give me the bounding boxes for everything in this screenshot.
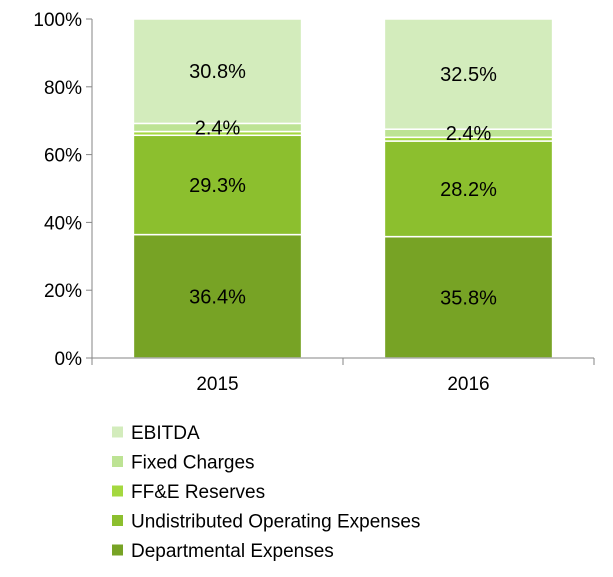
data-label: 36.4% [189,286,246,308]
legend-swatch [112,456,123,467]
legend-label: Fixed Charges [131,453,255,474]
y-tick-label: 0% [55,349,83,370]
x-axis: 2015 2016 [91,357,595,395]
y-tick-label: 60% [44,146,82,167]
data-label: 29.3% [189,175,246,197]
bar-segment [132,134,303,236]
legend-swatch [112,426,123,438]
data-labels: 36.4% 29.3% 2.4% 30.8% 35.8% 28.2% 2.4% 32.5% [189,61,497,309]
y-tick-label: 40% [44,213,82,234]
legend-label: Departmental Expenses [131,541,334,562]
data-label: 2.4% [446,123,492,145]
data-label: 30.8% [189,61,246,83]
x-tick-label: 2016 [447,374,489,395]
bars [132,18,554,359]
bar-segment [383,18,554,130]
legend-label: Undistributed Operating Expenses [131,512,420,533]
y-tick-label: 80% [44,78,82,99]
bar-segment [132,18,303,125]
legend-swatch [112,515,123,526]
legend-label: FF&E Reserves [131,482,265,503]
legend-swatch [112,485,123,497]
bar-segment [383,235,554,359]
data-label: 2.4% [195,117,241,139]
x-tick-label: 2015 [196,374,238,395]
y-tick-label: 20% [44,281,82,302]
y-axis: 0% 20% 40% 60% 80% 100% [33,10,93,370]
legend: EBITDA Fixed Charges FF&E Reserves Undistri… [112,423,420,562]
legend-swatch [112,544,123,556]
legend-label: EBITDA [131,423,200,444]
data-label: 35.8% [440,287,497,309]
bar-segment [383,140,554,238]
y-tick-label: 100% [33,10,82,31]
data-label: 28.2% [440,179,497,201]
data-label: 32.5% [440,64,497,86]
